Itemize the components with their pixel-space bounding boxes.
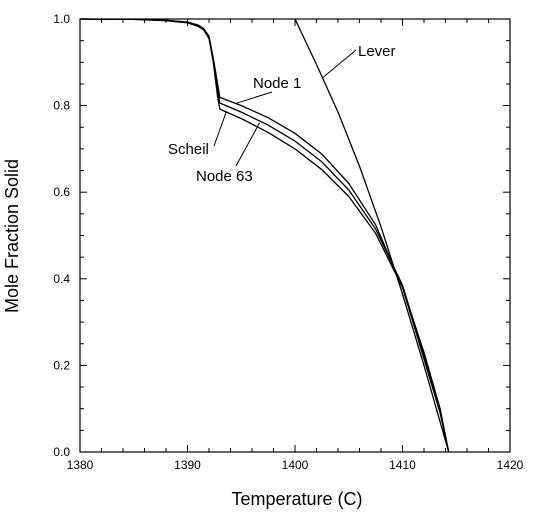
y-axis-label: Mole Fraction Solid <box>2 159 22 313</box>
annotation-lever: Lever <box>358 43 396 60</box>
leader-lever <box>322 49 357 78</box>
x-tick-label: 1410 <box>389 458 416 472</box>
annotation-node-63: Node 63 <box>196 168 253 185</box>
y-tick-label: 0.0 <box>53 445 70 459</box>
series-line-lever <box>294 18 450 453</box>
leader-node-63 <box>235 122 260 167</box>
annotation-scheil: Scheil <box>168 141 209 158</box>
y-tick-label: 0.2 <box>53 358 70 372</box>
x-tick-label: 1380 <box>67 458 94 472</box>
x-tick-label: 1390 <box>174 458 201 472</box>
tick-labels: 1380 1390 1400 1410 1420 0.0 0.2 0.4 0.6 0.8 1.0 <box>53 12 523 472</box>
y-tick-label: 1.0 <box>53 12 70 26</box>
label-leaders <box>213 49 357 167</box>
x-tick-label: 1400 <box>282 458 309 472</box>
annotation-node-1: Node 1 <box>253 75 301 92</box>
y-tick-label: 0.8 <box>53 99 70 113</box>
x-axis-label: Temperature (C) <box>231 489 362 509</box>
leader-scheil <box>213 111 227 147</box>
series-lines <box>79 18 450 453</box>
x-tick-label: 1420 <box>497 458 524 472</box>
y-tick-label: 0.4 <box>53 272 70 286</box>
series-line-node-63 <box>79 18 450 453</box>
y-tick-label: 0.6 <box>53 185 70 199</box>
leader-node-1 <box>235 91 273 104</box>
